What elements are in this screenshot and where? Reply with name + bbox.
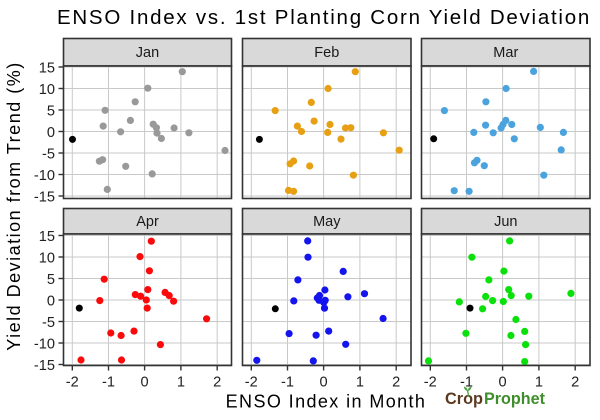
svg-text:0: 0	[47, 125, 55, 141]
svg-text:ENSO Index in Month: ENSO Index in Month	[226, 392, 427, 412]
svg-text:Prophet: Prophet	[484, 389, 545, 408]
svg-text:10: 10	[39, 82, 55, 98]
svg-text:-10: -10	[34, 168, 55, 184]
svg-text:0: 0	[47, 293, 55, 309]
svg-text:-1: -1	[281, 375, 294, 391]
svg-text:-2: -2	[245, 375, 258, 391]
svg-text:Jun: Jun	[494, 214, 517, 230]
svg-text:0: 0	[141, 375, 149, 391]
svg-text:Feb: Feb	[314, 45, 339, 61]
svg-text:-1: -1	[102, 375, 115, 391]
svg-text:10: 10	[39, 250, 55, 266]
svg-text:-5: -5	[42, 146, 55, 162]
svg-text:5: 5	[47, 272, 55, 288]
svg-text:Jan: Jan	[136, 45, 159, 61]
svg-text:-10: -10	[34, 336, 55, 352]
svg-text:2: 2	[392, 375, 400, 391]
svg-text:1: 1	[356, 375, 364, 391]
svg-text:Yield Deviation from Trend (%): Yield Deviation from Trend (%)	[4, 61, 24, 350]
svg-text:0: 0	[320, 375, 328, 391]
svg-text:-15: -15	[34, 358, 55, 374]
svg-text:-2: -2	[424, 375, 437, 391]
svg-text:Apr: Apr	[136, 214, 159, 230]
svg-text:-1: -1	[460, 375, 473, 391]
svg-text:-15: -15	[34, 189, 55, 205]
svg-text:5: 5	[47, 103, 55, 119]
svg-text:2: 2	[571, 375, 579, 391]
svg-text:2: 2	[213, 375, 221, 391]
svg-text:-5: -5	[42, 315, 55, 331]
svg-text:15: 15	[39, 229, 55, 245]
svg-text:-2: -2	[66, 375, 79, 391]
svg-text:15: 15	[39, 60, 55, 76]
svg-text:May: May	[313, 214, 341, 230]
svg-text:Mar: Mar	[493, 45, 518, 61]
svg-text:ENSO Index vs. 1st Planting Co: ENSO Index vs. 1st Planting Corn Yield D…	[57, 6, 591, 29]
svg-text:0: 0	[499, 375, 507, 391]
svg-text:Crop: Crop	[445, 389, 483, 408]
svg-text:1: 1	[535, 375, 543, 391]
svg-text:1: 1	[177, 375, 185, 391]
